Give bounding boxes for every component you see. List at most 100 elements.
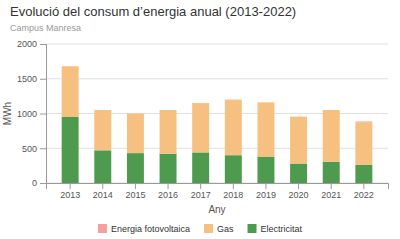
bar — [62, 117, 79, 183]
bars — [62, 66, 373, 183]
background — [0, 0, 400, 239]
y-tick: 1000 — [17, 109, 46, 119]
y-tick-mark — [40, 148, 46, 149]
bar — [160, 110, 177, 154]
legend-label: Energia fotovoltaica — [111, 224, 190, 234]
bar — [94, 110, 111, 111]
bar — [127, 153, 144, 183]
bar — [62, 66, 79, 67]
bar — [323, 110, 340, 162]
x-tick-label: 2014 — [93, 190, 113, 200]
bar — [94, 150, 111, 183]
bar — [225, 100, 242, 156]
bar — [257, 157, 274, 183]
legend: Energia fotovoltaica Gas Electricitat — [98, 224, 303, 234]
y-tick-label: 1500 — [17, 74, 37, 84]
y-axis-title: MWh — [2, 102, 13, 125]
y-tick: 0 — [32, 178, 46, 188]
x-tick-mark — [363, 183, 364, 189]
legend-label: Gas — [217, 224, 234, 234]
y-tick: 2000 — [17, 39, 46, 49]
x-tick-mark — [102, 183, 103, 189]
bar — [192, 152, 209, 183]
y-tick: 1500 — [17, 74, 46, 84]
x-tick: 2020 — [289, 183, 309, 200]
bar — [355, 165, 372, 183]
grid-line — [46, 78, 388, 79]
subtitle: Campus Manresa — [10, 23, 81, 33]
legend-swatch — [98, 224, 107, 233]
bar — [160, 154, 177, 183]
x-tick-mark — [135, 183, 136, 189]
x-axis-title: Any — [208, 204, 225, 215]
bar — [127, 113, 144, 114]
bar — [290, 164, 307, 183]
bar — [355, 122, 372, 165]
title: Evolució del consum d’energia anual (201… — [10, 4, 296, 19]
bar — [290, 116, 307, 117]
grid-line — [46, 44, 388, 45]
legend-swatch — [204, 224, 213, 233]
legend-item: Gas — [204, 224, 234, 234]
bar — [225, 99, 242, 100]
bar — [94, 110, 111, 150]
bar — [160, 110, 177, 111]
x-tick: 2019 — [256, 183, 276, 200]
x-tick-label: 2020 — [289, 190, 309, 200]
y-tick-label: 1000 — [17, 109, 37, 119]
bar — [225, 155, 242, 183]
legend-item: Energia fotovoltaica — [98, 224, 190, 234]
y-tick-label: 0 — [32, 178, 37, 188]
y-tick-label: 500 — [22, 144, 37, 154]
legend-label: Electricitat — [261, 224, 303, 234]
x-tick-label: 2019 — [256, 190, 276, 200]
x-tick-label: 2022 — [354, 190, 374, 200]
bar — [62, 66, 79, 117]
x-tick: 2021 — [321, 183, 341, 200]
x-axis: 2013 2014 2015 2016 2017 2018 2019 2020 2021 2022 — [47, 183, 389, 200]
x-tick: 2014 — [93, 183, 113, 200]
x-tick-mark — [233, 183, 234, 189]
x-tick-label: 2016 — [158, 190, 178, 200]
y-axis-line — [40, 45, 47, 184]
x-tick: 2017 — [191, 183, 211, 200]
y-tick-label: 2000 — [17, 39, 37, 49]
x-tick-label: 2018 — [223, 190, 243, 200]
bar — [192, 103, 209, 152]
legend-item: Electricitat — [248, 224, 303, 234]
bar — [323, 110, 340, 111]
x-tick: 2013 — [60, 183, 80, 200]
bar — [290, 117, 307, 164]
series — [355, 121, 372, 123]
x-axis-line — [47, 184, 389, 190]
bar — [257, 102, 274, 103]
x-tick: 2016 — [158, 183, 178, 200]
chart-svg: Evolució del consum d’energia anual (201… — [0, 0, 400, 239]
x-tick: 2022 — [354, 183, 374, 200]
y-tick-mark — [40, 44, 46, 45]
y-axis: 0 500 1000 1500 2000 — [17, 39, 47, 188]
x-tick-mark — [70, 183, 71, 189]
bar — [192, 103, 209, 104]
bar — [323, 162, 340, 183]
x-tick-mark — [298, 183, 299, 189]
bar — [127, 114, 144, 154]
bar — [257, 102, 274, 156]
legend-swatch — [248, 224, 257, 233]
y-tick-mark — [40, 79, 46, 80]
x-tick-mark — [331, 183, 332, 189]
x-tick-label: 2015 — [125, 190, 145, 200]
y-tick-mark — [40, 114, 46, 115]
x-tick: 2015 — [125, 183, 145, 200]
y-tick: 500 — [22, 144, 46, 154]
x-tick-mark — [265, 183, 266, 189]
x-tick-mark — [200, 183, 201, 189]
x-tick-mark — [168, 183, 169, 189]
x-tick-label: 2017 — [191, 190, 211, 200]
x-tick-label: 2013 — [60, 190, 80, 200]
x-tick: 2018 — [223, 183, 243, 200]
series — [62, 66, 373, 165]
grid — [46, 44, 388, 183]
bar — [355, 121, 372, 123]
y-tick-mark — [40, 183, 46, 184]
